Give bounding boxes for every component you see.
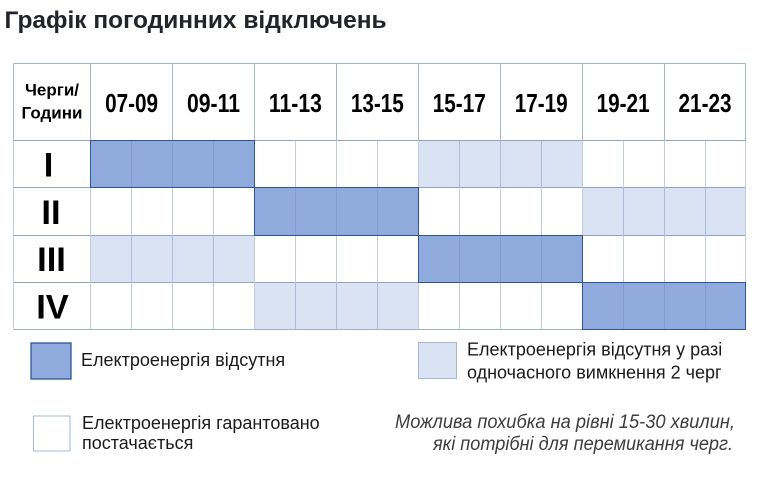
svg-text:постачається: постачається	[82, 433, 193, 453]
svg-text:одночасного вимкнення 2 черг: одночасного вимкнення 2 черг	[467, 363, 722, 383]
svg-text:19-21: 19-21	[597, 90, 650, 118]
svg-text:Години: Години	[22, 104, 83, 123]
svg-text:11-13: 11-13	[269, 90, 322, 118]
svg-text:21-23: 21-23	[679, 90, 732, 118]
svg-text:Електроенергія відсутня: Електроенергія відсутня	[81, 350, 285, 370]
svg-text:09-11: 09-11	[187, 90, 240, 118]
svg-text:III: III	[37, 241, 66, 279]
svg-text:Електроенергія гарантовано: Електроенергія гарантовано	[82, 413, 320, 433]
svg-text:07-09: 07-09	[105, 90, 158, 118]
svg-text:які потрібні для перемикання ч: які потрібні для перемикання черг.	[432, 434, 733, 455]
svg-text:IV: IV	[36, 288, 69, 326]
svg-text:17-19: 17-19	[515, 90, 568, 118]
svg-text:II: II	[41, 194, 60, 232]
svg-text:Черги/: Черги/	[25, 81, 79, 100]
svg-text:Можлива похибка на рівні 15-30: Можлива похибка на рівні 15-30 хвилин,	[395, 412, 735, 433]
svg-text:13-15: 13-15	[351, 90, 404, 118]
svg-text:15-17: 15-17	[433, 90, 486, 118]
svg-text:Електроенергія відсутня у разі: Електроенергія відсутня у разі	[467, 340, 722, 360]
svg-text:I: I	[44, 147, 54, 185]
svg-text:Графік погодинних відключень: Графік погодинних відключень	[5, 7, 387, 34]
